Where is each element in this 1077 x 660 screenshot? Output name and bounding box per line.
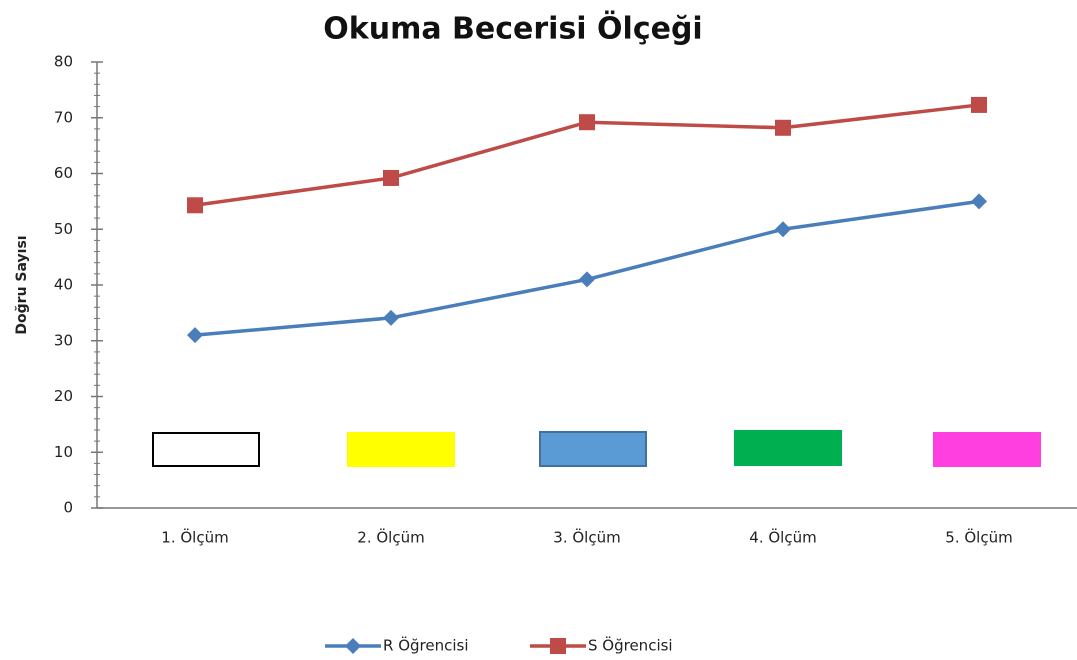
y-tick-label: 60 (54, 164, 73, 182)
y-axis-label: Doğru Sayısı (14, 235, 30, 334)
x-tick-label: 1. Ölçüm (161, 528, 228, 547)
point (187, 327, 203, 344)
x-tick-label: 2. Ölçüm (357, 528, 424, 547)
box-blue (539, 431, 647, 467)
y-tick-label: 40 (54, 276, 73, 294)
box-yellow (347, 432, 455, 467)
x-tick-label: 5. Ölçüm (945, 528, 1012, 547)
box-green (734, 430, 842, 466)
point (383, 309, 399, 326)
x-tick-label: 4. Ölçüm (749, 528, 816, 547)
y-tick-label: 80 (54, 53, 73, 71)
legend-marker (345, 638, 361, 654)
point (579, 271, 595, 288)
series-line (194, 199, 980, 337)
y-tick-label: 30 (54, 331, 73, 349)
box-magenta (933, 432, 1041, 467)
chart-title: Okuma Becerisi Ölçeği (323, 10, 702, 47)
legend-label: S Öğrencisi (588, 636, 673, 655)
y-tick-label: 0 (63, 499, 73, 517)
decorative-boxes (152, 430, 1041, 467)
point (971, 96, 987, 113)
point (187, 197, 203, 214)
y-tick-label: 10 (54, 443, 73, 461)
point (775, 221, 791, 238)
point (775, 119, 791, 136)
point (971, 193, 987, 210)
point (579, 114, 595, 131)
legend-label: R Öğrencisi (383, 636, 469, 655)
x-tick-label: 3. Ölçüm (553, 528, 620, 547)
y-tick-label: 50 (54, 220, 73, 238)
legend-marker (550, 638, 566, 654)
point (383, 169, 399, 186)
y-tick-label: 20 (54, 387, 73, 405)
y-tick-label: 70 (54, 108, 73, 126)
box-white (152, 432, 260, 467)
